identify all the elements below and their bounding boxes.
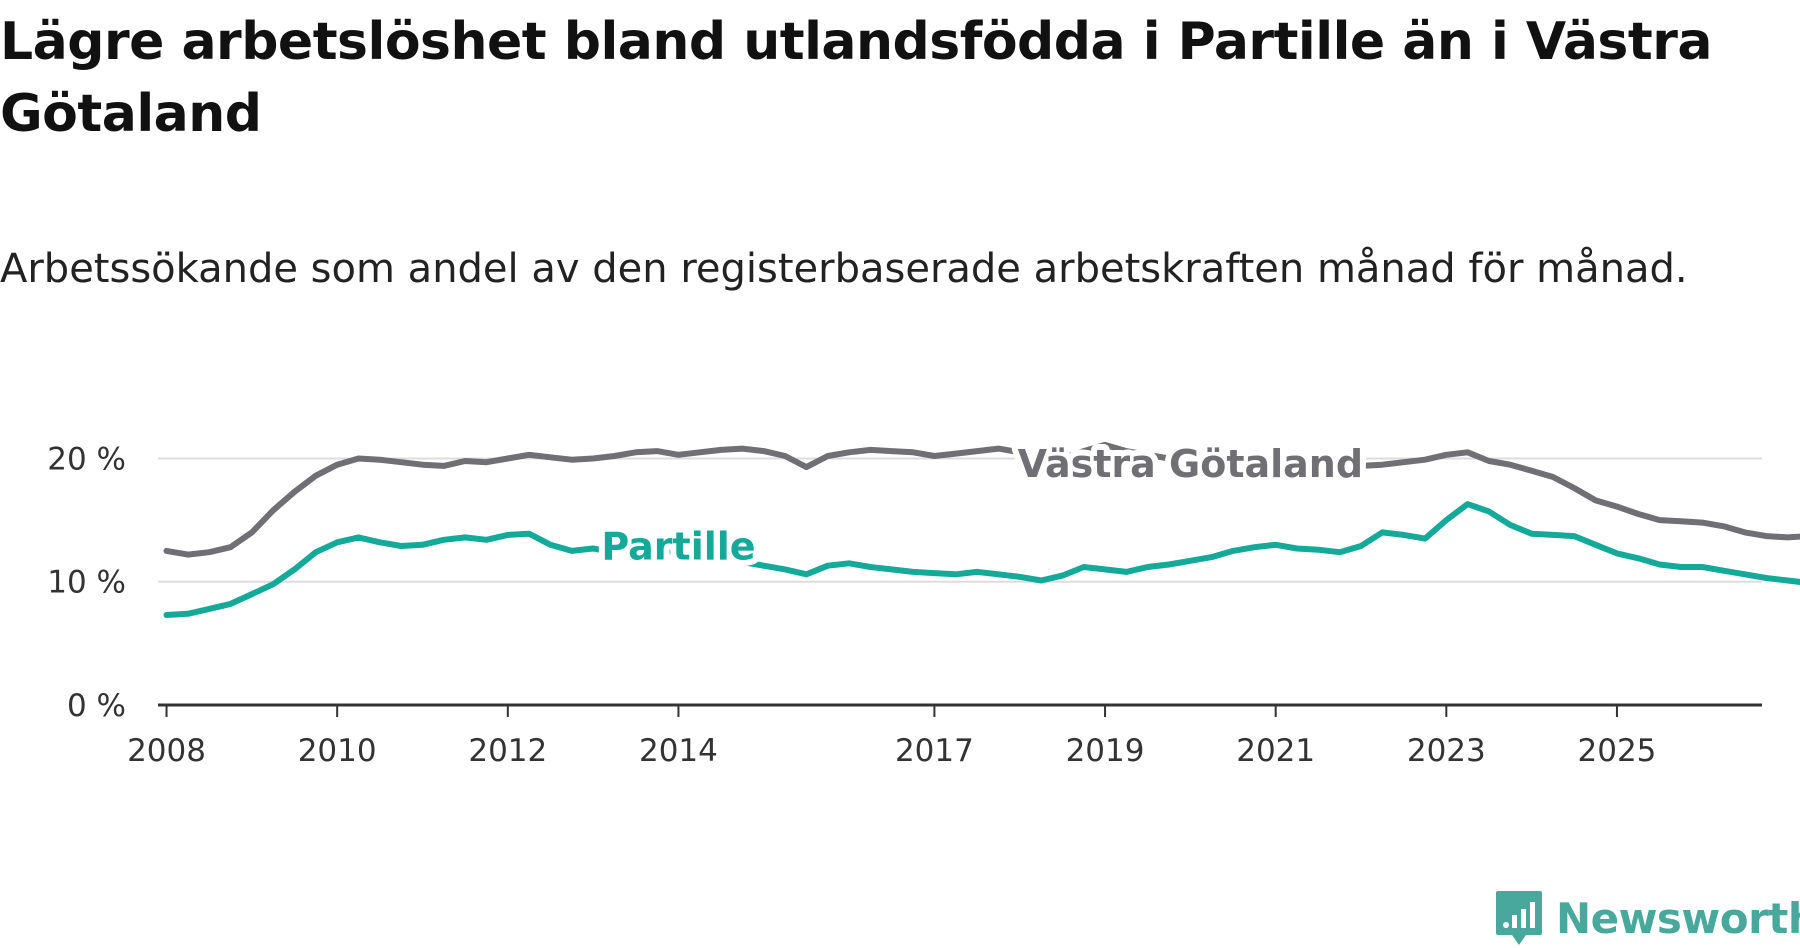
series-lines <box>163 441 1800 618</box>
x-tick-label: 2025 <box>1578 733 1657 769</box>
series-label: Västra Götaland <box>1018 442 1363 486</box>
brand-logo: Newsworthy <box>1494 888 1800 948</box>
x-tick-label: 2008 <box>127 733 206 769</box>
brand-name: Newsworthy <box>1556 893 1800 943</box>
gridlines <box>158 457 1762 583</box>
x-tick-label: 2021 <box>1236 733 1315 769</box>
x-tick-label: 2023 <box>1407 733 1486 769</box>
axes: 0 % 10 % 20 % 2008 2010 2012 2014 2017 2019 2021 2… <box>47 441 1762 769</box>
x-tick-label: 2019 <box>1066 733 1145 769</box>
x-tick-label: 2012 <box>468 733 547 769</box>
series-line-v-stra-g-taland <box>163 441 1800 558</box>
series-label: Partille <box>601 525 755 569</box>
series-line-partille <box>163 501 1800 618</box>
newsworthy-logo-icon <box>1496 891 1542 945</box>
x-tick-label: 2017 <box>895 733 974 769</box>
y-tick-label: 0 % <box>67 688 126 724</box>
chart-subtitle: Arbetssökande som andel av den registerb… <box>0 246 1688 292</box>
x-tick-label: 2014 <box>639 733 718 769</box>
y-tick-label: 10 % <box>47 565 126 601</box>
chart-title: Lägre arbetslöshet bland utlandsfödda i … <box>0 12 1712 144</box>
y-tick-label: 20 % <box>47 441 126 477</box>
x-tick-label: 2010 <box>298 733 377 769</box>
